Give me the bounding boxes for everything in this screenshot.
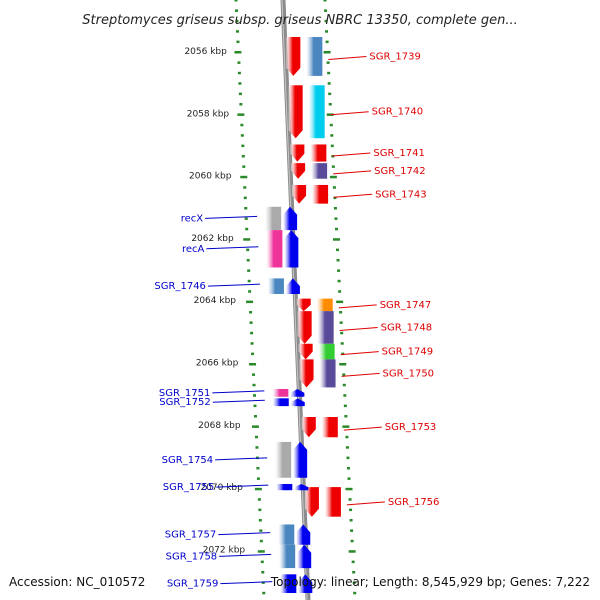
gene-SGR_1758[interactable]: [279, 544, 312, 569]
topology-text: Topology: linear; Length: 8,545,929 bp; …: [270, 575, 590, 589]
label-leader: [341, 372, 380, 377]
gene-SGR_1753[interactable]: [301, 417, 338, 438]
gene-SGR_1756[interactable]: [304, 487, 341, 517]
scale-label: 2062 kbp: [191, 234, 234, 244]
scale-label: 2056 kbp: [184, 47, 227, 57]
label-leader: [346, 501, 385, 506]
label-leader: [334, 193, 373, 198]
label-leader: [220, 581, 273, 585]
label-leader: [212, 390, 265, 394]
scale-label: 2072 kbp: [203, 545, 246, 555]
scale-label: 2066 kbp: [196, 359, 239, 369]
scale-label: 2070 kbp: [200, 483, 243, 493]
gene-label-SGR_1753[interactable]: SGR_1753: [385, 422, 437, 433]
left-scale-dots: [234, 0, 266, 595]
gene-SGR_1749[interactable]: [298, 343, 335, 360]
label-leader: [338, 304, 377, 309]
gene-label-SGR_1748[interactable]: SGR_1748: [381, 322, 433, 333]
label-leader: [207, 283, 260, 287]
label-leader: [330, 111, 369, 116]
gene-labels: SGR_1739 SGR_1740 SGR_1741 SGR_1742 SGR_1743…: [154, 51, 439, 589]
gene-SGR_1759[interactable]: [280, 574, 313, 594]
scale-label: 2058 kbp: [187, 109, 230, 119]
gene-SGR_1740[interactable]: [288, 85, 325, 139]
gene-SGR_1747[interactable]: [296, 298, 333, 312]
gene-label-SGR_1742[interactable]: SGR_1742: [374, 166, 426, 177]
gene-label-SGR_1755[interactable]: SGR_1755: [163, 482, 215, 493]
gene-SGR_1746[interactable]: [267, 278, 300, 294]
label-leader: [205, 215, 258, 219]
gene-label-SGR_1756[interactable]: SGR_1756: [388, 497, 440, 508]
label-leader: [215, 457, 268, 461]
gene-label-SGR_1741[interactable]: SGR_1741: [373, 148, 425, 159]
label-leader: [333, 170, 372, 175]
gene-label-SGR_1740[interactable]: SGR_1740: [372, 107, 424, 118]
gene-SGR_1752[interactable]: [272, 398, 305, 407]
gene-label-recX[interactable]: recX: [181, 213, 204, 224]
gene-label-SGR_1759[interactable]: SGR_1759: [167, 579, 219, 590]
gene-features: [265, 36, 341, 594]
gene-SGR_1739[interactable]: [286, 36, 323, 76]
gene-SGR_1754[interactable]: [275, 441, 308, 478]
gene-label-SGR_1746[interactable]: SGR_1746: [154, 281, 206, 292]
scale-label: 2060 kbp: [189, 172, 232, 182]
label-leader: [212, 399, 265, 403]
label-leader: [219, 553, 272, 557]
accession-text: Accession: NC_010572: [9, 575, 145, 589]
label-leader: [216, 484, 269, 488]
scale-labels: 2056 kbp 2058 kbp 2060 kbp 2062 kbp 2064 kbp…: [184, 47, 245, 555]
gene-SGR_1742[interactable]: [291, 163, 328, 179]
gene-label-SGR_1758[interactable]: SGR_1758: [166, 551, 218, 562]
gene-SGR_1757[interactable]: [278, 524, 311, 545]
gene-label-SGR_1749[interactable]: SGR_1749: [382, 347, 434, 358]
gene-label-SGR_1747[interactable]: SGR_1747: [380, 300, 432, 311]
label-leader: [343, 426, 382, 431]
genome-backbone: [280, 0, 311, 600]
gene-label-SGR_1743[interactable]: SGR_1743: [375, 189, 427, 200]
gene-SGR_1741[interactable]: [290, 144, 327, 162]
gene-label-recA[interactable]: recA: [182, 244, 205, 255]
gene-label-SGR_1751[interactable]: SGR_1751: [159, 388, 211, 399]
map-title: Streptomyces griseus subsp. griseus NBRC…: [82, 13, 517, 28]
gene-label-SGR_1750[interactable]: SGR_1750: [383, 368, 435, 379]
gene-SGR_1750[interactable]: [299, 359, 336, 388]
gene-recX[interactable]: [265, 206, 298, 231]
gene-SGR_1743[interactable]: [292, 184, 329, 204]
scale-label: 2064 kbp: [194, 296, 237, 306]
scale-label: 2068 kbp: [198, 421, 241, 431]
gene-SGR_1748[interactable]: [297, 311, 334, 344]
gene-label-SGR_1752[interactable]: SGR_1752: [159, 397, 211, 408]
gene-label-SGR_1757[interactable]: SGR_1757: [165, 530, 217, 541]
label-leader: [206, 246, 259, 250]
gene-label-SGR_1739[interactable]: SGR_1739: [369, 51, 421, 62]
gene-SGR_1751[interactable]: [272, 388, 305, 397]
gene-SGR_1755[interactable]: [276, 483, 309, 491]
label-leader: [218, 532, 271, 536]
label-leader: [340, 351, 379, 356]
gene-recA[interactable]: [266, 230, 299, 268]
label-leader: [332, 152, 371, 157]
label-leader: [339, 326, 378, 331]
gene-label-SGR_1754[interactable]: SGR_1754: [162, 455, 214, 466]
label-leader: [328, 55, 367, 60]
